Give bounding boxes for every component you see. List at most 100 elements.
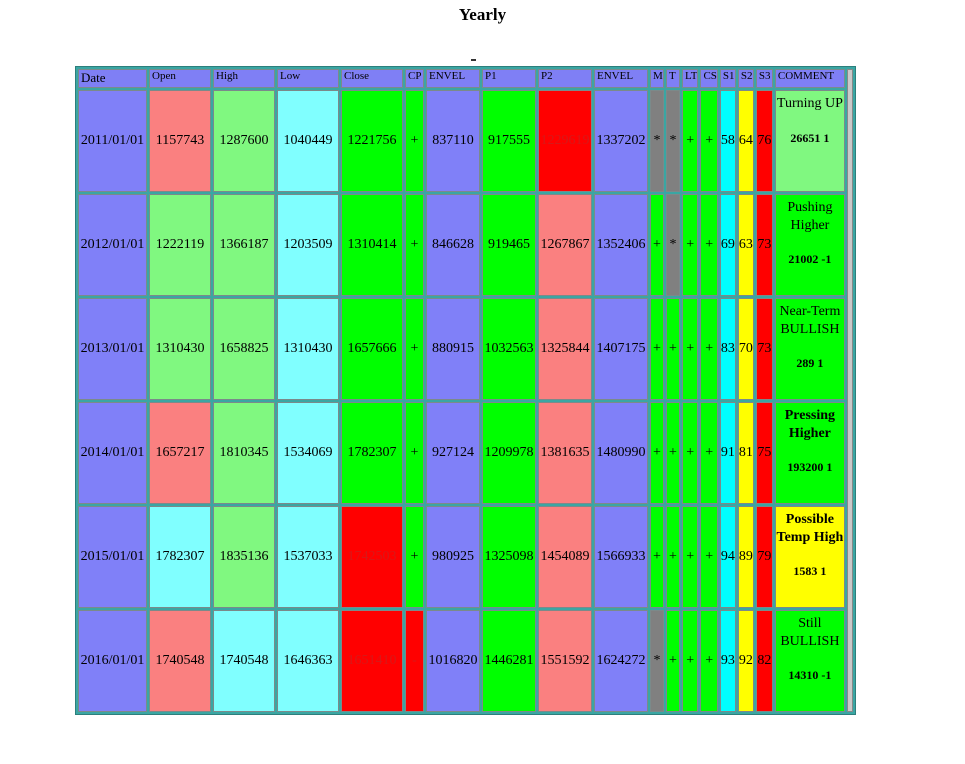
- cell-cp: +: [405, 90, 424, 192]
- cell-s2: 81: [737, 402, 754, 504]
- cell-date: 2016/01/01: [78, 610, 147, 712]
- cell-m: +: [650, 402, 664, 504]
- cell-date: 2012/01/01: [78, 194, 147, 296]
- cell-close: 1221756: [341, 90, 403, 192]
- cell-envel: 837110: [426, 90, 480, 192]
- cell-high: 1810345: [213, 402, 275, 504]
- yearly-table: Date Open High Low Close CP ENVEL P1 P2 …: [75, 66, 856, 715]
- cell-date: 2011/01/01: [78, 90, 147, 192]
- comment-number: 193200 1: [787, 460, 833, 474]
- cell-p2: 1325844: [538, 298, 592, 400]
- col-header-cs: CS: [700, 69, 718, 88]
- cell-close: 1782307: [341, 402, 403, 504]
- comment-number: 21002 -1: [788, 252, 832, 266]
- cell-cp: +: [405, 194, 424, 296]
- cell-s2: 64: [737, 90, 754, 192]
- cell-p2: 1454089: [538, 506, 592, 608]
- cell-comment: Pressing Higher 193200 1: [774, 402, 845, 504]
- cell-p1: 1325098: [482, 506, 536, 608]
- cell-s1: 93: [719, 610, 736, 712]
- cell-high: 1658825: [213, 298, 275, 400]
- cell-m: +: [650, 194, 664, 296]
- cell-t: *: [666, 90, 680, 192]
- cell-cs: +: [700, 506, 718, 608]
- cell-s3: 73: [755, 194, 773, 296]
- table-row: 2014/01/01 1657217 1810345 1534069 17823…: [78, 402, 853, 504]
- cell-cp: +: [405, 298, 424, 400]
- cell-comment: Possible Temp High 1583 1: [774, 506, 845, 608]
- cell-low: 1646363: [277, 610, 339, 712]
- cell-envel-2: 1480990: [594, 402, 648, 504]
- cell-s3: 75: [755, 402, 773, 504]
- cell-cp: +: [405, 402, 424, 504]
- col-header-s2: S2: [737, 69, 754, 88]
- cell-m: *: [650, 90, 664, 192]
- comment-number: 1583 1: [793, 564, 827, 578]
- cell-low: 1203509: [277, 194, 339, 296]
- cell-t: +: [666, 506, 680, 608]
- cell-envel: 880915: [426, 298, 480, 400]
- col-header-s1: S1: [719, 69, 736, 88]
- cell-cs: +: [700, 298, 718, 400]
- comment-text: Pressing Higher: [784, 408, 836, 441]
- cell-low: 1537033: [277, 506, 339, 608]
- cell-low: 1040449: [277, 90, 339, 192]
- col-header-cp: CP: [405, 69, 424, 88]
- cell-t: +: [666, 298, 680, 400]
- col-header-m: M: [650, 69, 664, 88]
- comment-number: 289 1: [796, 356, 824, 370]
- cell-lt: +: [682, 90, 699, 192]
- cell-lt: +: [682, 194, 699, 296]
- cell-m: +: [650, 506, 664, 608]
- cell-open: 1222119: [149, 194, 211, 296]
- col-header-open: Open: [149, 69, 211, 88]
- cell-high: 1366187: [213, 194, 275, 296]
- cell-p2: 1551592: [538, 610, 592, 712]
- cell-m: *: [650, 610, 664, 712]
- cell-p2: 1267867: [538, 194, 592, 296]
- cell-s2: 63: [737, 194, 754, 296]
- cell-cp: -: [405, 610, 424, 712]
- cell-high: 1740548: [213, 610, 275, 712]
- col-header-date: Date: [78, 69, 147, 88]
- cell-low: 1534069: [277, 402, 339, 504]
- cell-s3: 79: [755, 506, 773, 608]
- cell-cp: +: [405, 506, 424, 608]
- cell-envel-2: 1337202: [594, 90, 648, 192]
- header-row: Date Open High Low Close CP ENVEL P1 P2 …: [78, 69, 853, 712]
- cell-s2: 70: [737, 298, 754, 400]
- cell-comment: Pushing Higher 21002 -1: [774, 194, 845, 296]
- col-header-envel: ENVEL: [426, 69, 480, 88]
- cell-p1: 1209978: [482, 402, 536, 504]
- comment-text: Turning UP: [776, 96, 843, 111]
- cell-close: 1657666: [341, 298, 403, 400]
- cell-s1: 91: [719, 402, 736, 504]
- comment-text: Possible Temp High: [776, 512, 844, 545]
- cell-open: 1740548: [149, 610, 211, 712]
- col-header-high: High: [213, 69, 275, 88]
- cell-envel-2: 1407175: [594, 298, 648, 400]
- cell-s2: 92: [737, 610, 754, 712]
- cell-close: 1742503: [341, 506, 403, 608]
- col-header-comment: COMMENT: [774, 69, 845, 88]
- cell-envel: 927124: [426, 402, 480, 504]
- vertical-scrollbar[interactable]: [846, 69, 853, 712]
- cell-cs: +: [700, 402, 718, 504]
- cell-s1: 94: [719, 506, 736, 608]
- cell-p1: 917555: [482, 90, 536, 192]
- col-header-p2: P2: [538, 69, 592, 88]
- comment-number: 14310 -1: [788, 668, 832, 682]
- cell-envel-2: 1566933: [594, 506, 648, 608]
- col-header-lt: LT: [682, 69, 699, 88]
- col-header-s3: S3: [755, 69, 773, 88]
- cell-date: 2014/01/01: [78, 402, 147, 504]
- col-header-low: Low: [277, 69, 339, 88]
- cell-t: *: [666, 194, 680, 296]
- cell-envel-2: 1624272: [594, 610, 648, 712]
- cell-envel-2: 1352406: [594, 194, 648, 296]
- table-row: 2012/01/01 1222119 1366187 1203509 13104…: [78, 194, 853, 296]
- cell-lt: +: [682, 610, 699, 712]
- cell-p2: 1229619: [538, 90, 592, 192]
- cell-close: 1310414: [341, 194, 403, 296]
- cell-p2: 1381635: [538, 402, 592, 504]
